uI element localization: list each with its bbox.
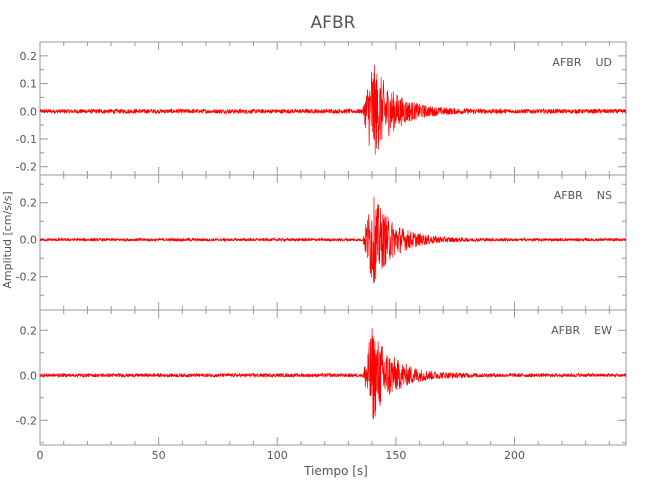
y-tick-label: 0.0 bbox=[20, 234, 38, 247]
y-tick-label: 0.2 bbox=[20, 197, 38, 210]
component-label: NS bbox=[597, 189, 612, 202]
y-axis-label: Amplitud [cm/s/s] bbox=[1, 191, 14, 288]
panel-ew: -0.2 0.0 0.2 AFBR EW bbox=[16, 309, 627, 446]
station-label: AFBR bbox=[554, 189, 583, 202]
x-tick-label: 50 bbox=[152, 449, 166, 462]
y-tick-label: 0.2 bbox=[20, 324, 38, 337]
component-label: EW bbox=[594, 324, 612, 337]
panel-label: AFBR EW bbox=[551, 324, 612, 337]
y-tick-label: -0.2 bbox=[16, 271, 37, 284]
x-tick-label: 100 bbox=[267, 449, 288, 462]
y-tick-label: 0.1 bbox=[20, 78, 38, 91]
panel-frame bbox=[39, 309, 627, 446]
x-tick-label: 200 bbox=[504, 449, 525, 462]
y-tick-label: 0.0 bbox=[20, 369, 38, 382]
waveform-ud bbox=[39, 64, 627, 155]
chart-title: AFBR bbox=[311, 13, 356, 33]
panel-frame bbox=[39, 41, 627, 176]
panel-frame bbox=[39, 174, 627, 311]
station-label: AFBR bbox=[551, 324, 580, 337]
x-tick-label: 150 bbox=[385, 449, 406, 462]
component-label: UD bbox=[595, 56, 612, 69]
waveform-ew bbox=[39, 328, 627, 419]
y-tick-label: 0.0 bbox=[20, 105, 38, 118]
x-tick-label: 0 bbox=[37, 449, 44, 462]
panel-ns: -0.2 0.0 0.2 AFBR NS bbox=[16, 174, 627, 311]
panel-ud: -0.2 -0.1 0.0 0.1 0.2 AFBR UD bbox=[16, 41, 627, 176]
y-tick-label: -0.1 bbox=[16, 133, 37, 146]
panel-label: AFBR NS bbox=[554, 189, 612, 202]
waveform-ns bbox=[39, 196, 627, 284]
y-tick-label: 0.2 bbox=[20, 50, 38, 63]
station-label: AFBR bbox=[552, 56, 581, 69]
x-axis-label: Tiempo [s] bbox=[303, 464, 368, 478]
y-tick-label: -0.2 bbox=[16, 161, 37, 174]
y-tick-label: -0.2 bbox=[16, 414, 37, 427]
panel-label: AFBR UD bbox=[552, 56, 612, 69]
